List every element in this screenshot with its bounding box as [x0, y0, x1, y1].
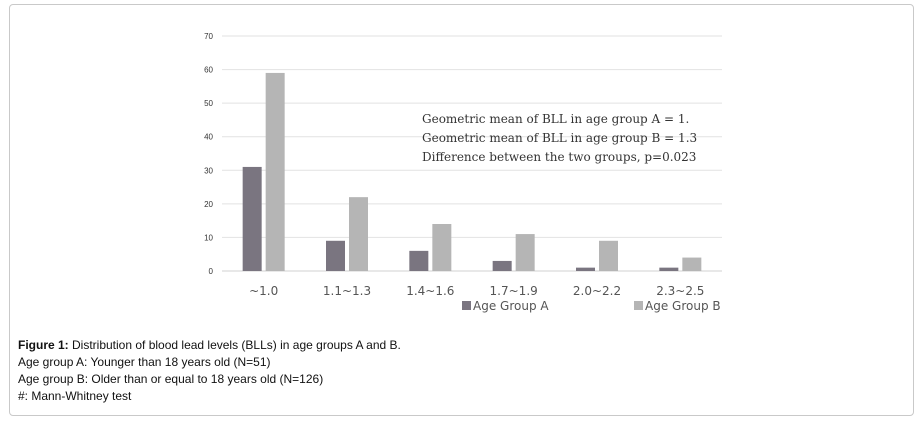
caption-note-a: Age group A: Younger than 18 years old (…	[18, 355, 271, 369]
y-tick-label: 50	[204, 99, 213, 108]
bar-group-b	[682, 257, 702, 271]
annotation-line: Difference between the two groups, p=0.0…	[422, 150, 696, 164]
caption-note-test: #: Mann-Whitney test	[18, 389, 132, 403]
caption-note-b: Age group B: Older than or equal to 18 y…	[18, 372, 324, 386]
y-tick-label: 70	[204, 32, 213, 41]
caption-text: Distribution of blood lead levels (BLLs)…	[68, 338, 401, 352]
bars	[242, 72, 702, 271]
bar-group-b	[432, 224, 452, 271]
caption-title-line: Figure 1: Distribution of blood lead lev…	[18, 337, 898, 354]
figure-frame	[9, 4, 914, 416]
bar-group-a	[409, 250, 429, 271]
bar-chart: 0 10 20 30 40 50 60 70 ~1.0 1.1~1.3 1.4~1.6 1.7~1.…	[204, 32, 722, 313]
bar-group-a	[492, 260, 512, 271]
y-tick-label: 60	[204, 66, 213, 75]
bar-group-b	[349, 197, 368, 271]
x-tick-label: 2.0~2.2	[573, 284, 621, 298]
grid-lines	[222, 35, 722, 272]
y-tick-label: 0	[209, 267, 214, 276]
bar-group-b	[599, 240, 618, 271]
caption-label: Figure 1:	[18, 338, 69, 352]
legend-label: Age Group A	[473, 299, 549, 313]
legend-swatch	[634, 301, 643, 310]
annotations: Geometric mean of BLL in age group A = 1…	[422, 112, 697, 164]
x-axis-ticks: ~1.0 1.1~1.3 1.4~1.6 1.7~1.9 2.0~2.2 2.3~2.5	[249, 284, 704, 298]
x-tick-label: 1.1~1.3	[323, 284, 371, 298]
legend-label: Age Group B	[645, 299, 721, 313]
y-axis-ticks: 0 10 20 30 40 50 60 70	[204, 32, 213, 276]
bar-group-a	[576, 267, 595, 271]
bar-group-b	[265, 72, 285, 271]
y-tick-label: 30	[204, 166, 213, 175]
y-tick-label: 20	[204, 200, 213, 209]
bar-group-a	[242, 166, 262, 271]
x-tick-label: 1.4~1.6	[406, 284, 454, 298]
y-tick-label: 10	[204, 233, 213, 242]
x-tick-label: 2.3~2.5	[656, 284, 704, 298]
x-tick-label: ~1.0	[249, 284, 278, 298]
bar-group-a	[659, 267, 679, 271]
legend: Age Group A Age Group B	[462, 299, 721, 313]
bar-group-a	[326, 240, 345, 271]
x-tick-label: 1.7~1.9	[490, 284, 538, 298]
bar-group-b	[515, 234, 535, 271]
figure-caption: Figure 1: Distribution of blood lead lev…	[18, 337, 898, 405]
annotation-line: Geometric mean of BLL in age group B = 1…	[422, 131, 697, 145]
annotation-line: Geometric mean of BLL in age group A = 1…	[422, 112, 689, 126]
legend-swatch	[462, 301, 471, 310]
y-tick-label: 40	[204, 133, 213, 142]
